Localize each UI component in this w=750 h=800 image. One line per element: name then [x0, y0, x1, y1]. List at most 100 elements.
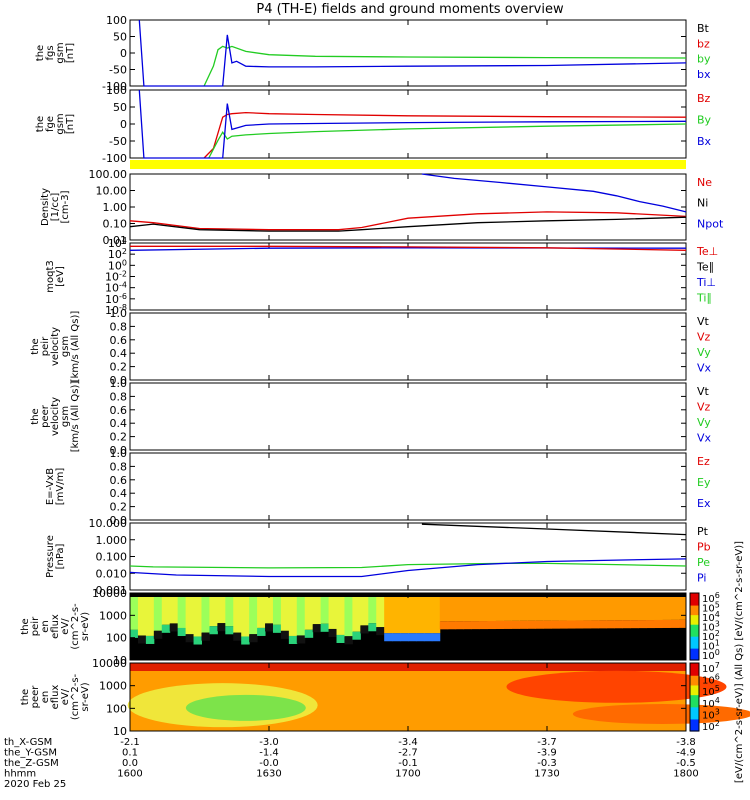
heatmap-cell	[296, 635, 306, 644]
y-tick-label: 10-4	[105, 281, 127, 295]
panel-fgs_gsm: 100 50 0 -50 -100 the fgs gsm [nT] Bt bz by bx	[35, 14, 711, 93]
heatmap-cell	[479, 597, 488, 622]
heatmap-cell	[527, 597, 536, 621]
y-tick-label: 10000	[92, 657, 127, 670]
heatmap-cell	[336, 597, 345, 635]
colorbar-segment	[690, 701, 699, 705]
ephemeris-value: -1.4	[259, 748, 279, 759]
ephemeris-value: -2.7	[398, 748, 418, 759]
y-tick-label: 10-2	[105, 270, 127, 284]
heatmap-cell	[519, 597, 528, 621]
y-axis-label-line: velocity	[50, 327, 61, 366]
colorbar-tick-label: 104	[702, 696, 720, 710]
y-tick-label: 0.4	[110, 417, 128, 430]
y-tick-label: 1000	[99, 609, 127, 622]
y-axis-label-line: fgs	[45, 45, 56, 60]
y-tick-label: 0.6	[110, 474, 128, 487]
heatmap-cell	[408, 633, 417, 642]
heatmap-cell	[304, 629, 314, 638]
colorbar-segment	[690, 609, 699, 613]
y-tick-label: 10	[113, 654, 127, 667]
series-Te	[130, 245, 687, 251]
heatmap-cell	[312, 624, 322, 633]
colorbar-segment	[690, 699, 699, 703]
ephemeris-label: the_Y-GSM	[4, 748, 57, 759]
colorbar-segment	[690, 716, 699, 720]
colorbar-segment	[690, 621, 699, 625]
y-tick-label: -100	[102, 152, 127, 165]
colorbar-tick-label: 101	[702, 639, 720, 653]
heatmap-cell	[225, 626, 234, 635]
colorbar-segment	[690, 638, 699, 642]
y-axis-label-line: en	[40, 620, 51, 633]
y-axis-label-line: peir	[30, 616, 41, 636]
heatmap-cell	[527, 620, 536, 629]
heatmap-cell	[257, 627, 266, 636]
heatmap-cell	[209, 626, 218, 635]
colorbar-segment	[690, 600, 699, 604]
y-tick-label: 100.00	[89, 168, 128, 181]
heatmap-cell	[137, 635, 147, 644]
y-axis-label-line: eV/	[60, 618, 71, 635]
heatmap-cell	[638, 597, 647, 621]
y-axis-label-line: the	[20, 618, 31, 634]
y-tick-label: 50	[113, 31, 127, 44]
ephemeris-value: -3.0	[259, 737, 279, 748]
y-axis-label-line: peir	[40, 336, 51, 356]
legend-bz: bz	[697, 37, 710, 50]
panel-frame	[129, 242, 687, 311]
heatmap-cell	[558, 620, 568, 629]
legend-Vy: Vy	[697, 416, 711, 429]
heatmap-cell	[296, 597, 306, 636]
heatmap-cell	[352, 597, 361, 632]
heatmap-cell	[614, 620, 623, 629]
ephemeris-value: -0.5	[676, 758, 696, 769]
y-tick-label: 0.010	[96, 567, 128, 580]
heatmap-cell	[670, 597, 679, 620]
y-tick-label: 0.6	[110, 404, 128, 417]
colorbar-segment	[690, 692, 699, 696]
y-axis-label-line: [cm-3]	[60, 190, 71, 223]
heatmap-cell	[614, 597, 623, 621]
heatmap-cell	[511, 597, 520, 621]
heatmap-cell	[447, 621, 457, 630]
y-tick-label: 0.2	[110, 501, 128, 514]
y-tick-label: 0	[120, 118, 127, 131]
panel-frame	[129, 452, 687, 521]
ephemeris-value: -3.9	[537, 748, 557, 759]
ephemeris-value: 0.0	[122, 758, 138, 769]
colorbar-segment	[690, 714, 699, 718]
heatmap-cell	[368, 597, 377, 624]
colorbar-segment	[690, 704, 699, 708]
y-axis-label-line: velocity	[50, 397, 61, 436]
legend-Ez: Ez	[697, 455, 710, 468]
y-axis-label: Density [1/cc] [cm-3]	[40, 188, 71, 226]
ephemeris-value: -2.1	[120, 737, 140, 748]
y-axis-label-line: [km/s (All Qs)]	[70, 311, 81, 383]
colorbar-segment	[690, 607, 699, 611]
y-tick-label: 0.01	[103, 234, 128, 247]
legend-Ne: Ne	[697, 176, 712, 189]
series-Bx	[138, 89, 687, 159]
y-tick-label: 0.2	[110, 431, 128, 444]
colorbar-segment	[690, 602, 699, 606]
heatmap-cell	[479, 621, 488, 630]
colorbar-tick-label: 105	[702, 684, 720, 698]
heatmap-cell	[439, 621, 449, 630]
colorbar-tick-label: 100	[702, 648, 720, 662]
series-Ne	[129, 211, 687, 231]
colorbar-segment	[690, 728, 699, 732]
y-axis-label-line: [nT]	[65, 114, 76, 134]
y-axis-label: E=-VxB [mV/m]	[45, 468, 66, 506]
colorbar-segment	[690, 648, 699, 652]
y-tick-label: 100	[106, 632, 127, 645]
y-axis-label-line: eflux	[50, 685, 61, 710]
heatmap-cell	[265, 623, 274, 632]
colorbar-frame	[689, 662, 700, 732]
colorbar-segment	[690, 604, 699, 608]
heatmap-cell	[495, 597, 504, 621]
colorbar-segment	[690, 675, 699, 679]
panel-peer_eflux: 10000 1000 100 10 the peer en eflux eV/(cm^2-s-s…	[20, 657, 750, 738]
series-By	[208, 123, 687, 159]
